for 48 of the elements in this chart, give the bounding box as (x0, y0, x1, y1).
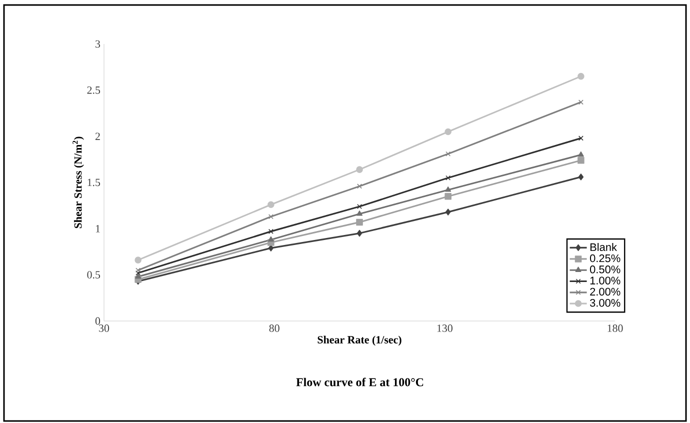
point (578, 72, 584, 80)
x-tick-label: 80 (269, 324, 280, 332)
point (268, 201, 274, 208)
point (444, 128, 452, 136)
point (356, 210, 362, 216)
text: Flow curve of E at 100°C (296, 378, 424, 386)
point (356, 204, 362, 210)
y-tick-label: 2 (95, 132, 100, 140)
point (134, 256, 142, 264)
point (135, 273, 142, 279)
point (578, 151, 584, 157)
legend-label: 0.50% (590, 266, 620, 274)
point (268, 214, 274, 220)
point (578, 174, 584, 180)
y-tick-label: 1.5 (88, 178, 100, 186)
legend-label: 2.00% (590, 288, 620, 296)
y-tick-label: 3 (96, 40, 100, 48)
x-axis-title: Shear Rate (1/sec) (318, 336, 402, 346)
legend-label: 3.00% (590, 298, 620, 307)
x-tick-label: 130 (437, 324, 452, 332)
point (446, 175, 451, 180)
y-tick-label: 0 (95, 317, 100, 325)
point (446, 151, 451, 156)
point (578, 156, 584, 164)
x-tick-label: 30 (99, 324, 110, 332)
point (356, 166, 363, 173)
legend-label: Blank (590, 242, 617, 252)
point (136, 270, 141, 276)
point (268, 228, 274, 234)
y-tick-label: 2.5 (87, 86, 100, 94)
point (268, 244, 274, 252)
point (356, 230, 362, 237)
point (356, 218, 363, 226)
point (136, 268, 141, 273)
point (445, 208, 451, 216)
point (356, 184, 362, 189)
x-tick-label: 180 (608, 324, 623, 332)
point (445, 186, 452, 192)
point (268, 236, 274, 242)
point (578, 100, 584, 105)
legend-label: 1.00% (590, 276, 620, 284)
legend-label: 0.25% (590, 254, 620, 262)
y-tick-label: 0.5 (87, 271, 100, 279)
y-axis-title: Shear Stress (N/m$^{2}$) (72, 136, 84, 228)
point (444, 192, 452, 200)
line-series (136, 100, 584, 273)
point (578, 136, 584, 141)
y-tick-label: 1 (96, 225, 100, 232)
